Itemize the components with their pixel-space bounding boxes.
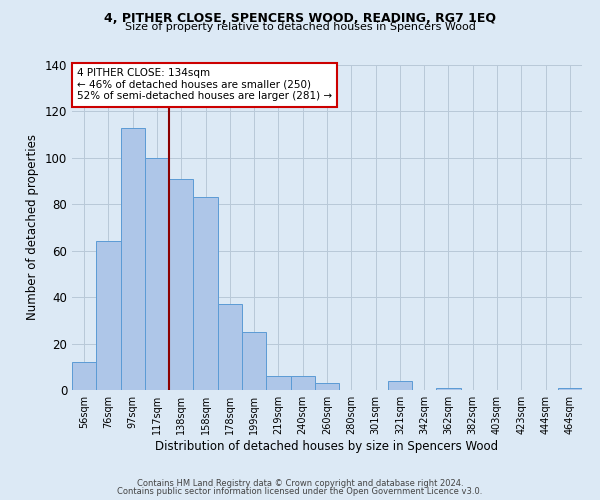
Bar	[266, 376, 290, 390]
Bar	[72, 362, 96, 390]
Bar	[96, 242, 121, 390]
Text: Contains public sector information licensed under the Open Government Licence v3: Contains public sector information licen…	[118, 487, 482, 496]
Y-axis label: Number of detached properties: Number of detached properties	[26, 134, 39, 320]
Text: Contains HM Land Registry data © Crown copyright and database right 2024.: Contains HM Land Registry data © Crown c…	[137, 478, 463, 488]
Bar	[436, 388, 461, 390]
Bar	[242, 332, 266, 390]
Bar	[121, 128, 145, 390]
Bar	[193, 198, 218, 390]
Bar	[145, 158, 169, 390]
Bar	[388, 380, 412, 390]
Bar	[169, 179, 193, 390]
Text: Size of property relative to detached houses in Spencers Wood: Size of property relative to detached ho…	[125, 22, 475, 32]
Bar	[218, 304, 242, 390]
Bar	[558, 388, 582, 390]
Text: 4 PITHER CLOSE: 134sqm
← 46% of detached houses are smaller (250)
52% of semi-de: 4 PITHER CLOSE: 134sqm ← 46% of detached…	[77, 68, 332, 102]
Bar	[290, 376, 315, 390]
Text: 4, PITHER CLOSE, SPENCERS WOOD, READING, RG7 1EQ: 4, PITHER CLOSE, SPENCERS WOOD, READING,…	[104, 12, 496, 26]
X-axis label: Distribution of detached houses by size in Spencers Wood: Distribution of detached houses by size …	[155, 440, 499, 452]
Bar	[315, 383, 339, 390]
